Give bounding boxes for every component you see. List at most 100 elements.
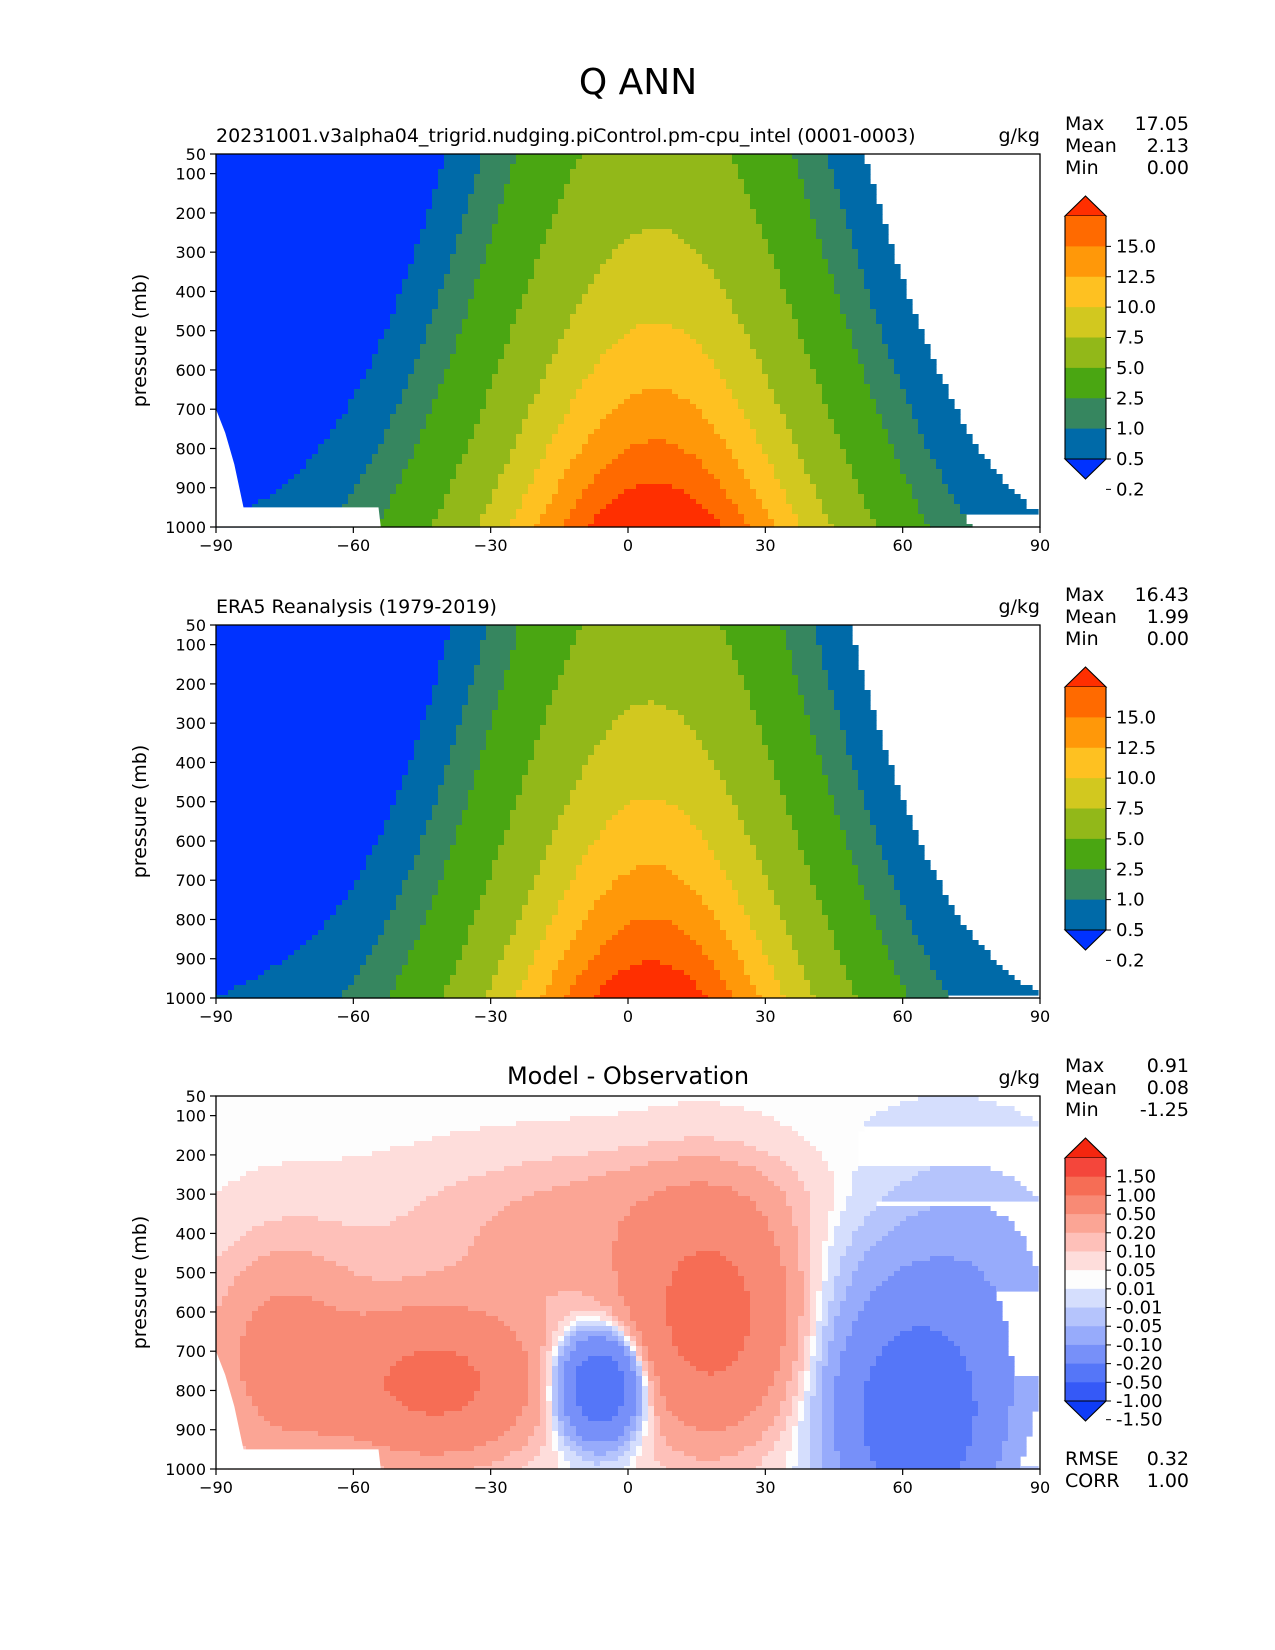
colorbar-label: 0.2	[1116, 479, 1145, 500]
y-tick-label: 600	[175, 361, 206, 380]
stat-value: 0.32	[1147, 1448, 1189, 1470]
colorbar-label: 15.0	[1116, 236, 1156, 257]
y-tick-label: 200	[175, 204, 206, 223]
y-tick-label: 50	[186, 145, 206, 164]
colorbar-label: 0.05	[1116, 1260, 1156, 1281]
panel-title: Model - Observation	[507, 1062, 749, 1090]
y-tick-label: 800	[175, 910, 206, 929]
x-tick-label: −60	[336, 1478, 370, 1497]
colorbar-label: 5.0	[1116, 358, 1145, 379]
panel-title: ERA5 Reanalysis (1979-2019)	[216, 596, 497, 618]
y-tick-label: 700	[175, 871, 206, 890]
y-tick-label: 500	[175, 1264, 206, 1283]
x-tick-label: 30	[755, 536, 775, 555]
surface-mask	[216, 409, 381, 527]
x-tick-label: 0	[623, 1007, 633, 1026]
x-tick-label: −30	[474, 1007, 508, 1026]
y-tick-label: 800	[175, 1381, 206, 1400]
x-tick-label: −90	[199, 1007, 233, 1026]
colorbar-label: 0.2	[1116, 950, 1145, 971]
y-tick-label: 200	[175, 675, 206, 694]
x-tick-label: 30	[755, 1007, 775, 1026]
y-tick-label: 100	[175, 165, 206, 184]
y-tick-label: 400	[175, 1224, 206, 1243]
x-tick-label: −60	[336, 1007, 370, 1026]
contour-field	[216, 154, 1039, 528]
stat-label: Min	[1065, 628, 1099, 650]
y-tick-label: 50	[186, 616, 206, 635]
colorbar-label: 0.10	[1116, 1241, 1156, 1262]
x-tick-label: 30	[755, 1478, 775, 1497]
y-tick-label: 600	[175, 1303, 206, 1322]
colorbar-label: 0.5	[1116, 449, 1145, 470]
x-tick-label: 90	[1030, 1478, 1050, 1497]
y-tick-label: 100	[175, 636, 206, 655]
stat-label: Max	[1065, 584, 1104, 606]
x-tick-label: −30	[474, 536, 508, 555]
colorbar-label: -0.01	[1116, 1298, 1163, 1319]
colorbar-label: 12.5	[1116, 738, 1156, 759]
colorbar-label: -1.50	[1116, 1410, 1163, 1431]
surface-mask	[216, 1351, 381, 1469]
panel-title: 20231001.v3alpha04_trigrid.nudging.piCon…	[216, 125, 916, 147]
stat-label: Mean	[1065, 606, 1117, 628]
y-tick-label: 1000	[165, 1460, 206, 1479]
y-tick-label: 500	[175, 793, 206, 812]
y-tick-label: 700	[175, 400, 206, 419]
y-axis-label: pressure (mb)	[129, 274, 151, 408]
stat-value: -1.25	[1140, 1099, 1189, 1121]
x-tick-label: −90	[199, 1478, 233, 1497]
x-tick-label: 90	[1030, 536, 1050, 555]
colorbar-label: 0.5	[1116, 920, 1145, 941]
stat-value: 0.00	[1147, 628, 1189, 650]
y-axis-label: pressure (mb)	[129, 745, 151, 879]
colorbar-label: 7.5	[1116, 328, 1145, 349]
colorbar-label: 2.5	[1116, 388, 1145, 409]
colorbar: 15.0 12.5 10.0 7.5 5.0 2.5 1.0 0.5 0.2	[1063, 195, 1156, 500]
panel-units: g/kg	[998, 125, 1040, 147]
stat-value: 0.91	[1147, 1055, 1189, 1077]
colorbar-label: 10.0	[1116, 768, 1156, 789]
y-tick-label: 500	[175, 322, 206, 341]
x-tick-label: 0	[623, 1478, 633, 1497]
colorbar-label: 5.0	[1116, 829, 1145, 850]
colorbar-label: -0.05	[1116, 1316, 1163, 1337]
colorbar-label: 15.0	[1116, 707, 1156, 728]
stat-label: Max	[1065, 1055, 1104, 1077]
stat-label: Max	[1065, 113, 1104, 135]
y-tick-label: 700	[175, 1342, 206, 1361]
stat-label: Min	[1065, 157, 1099, 179]
y-tick-label: 1000	[165, 989, 206, 1008]
y-tick-label: 900	[175, 950, 206, 969]
x-tick-label: 90	[1030, 1007, 1050, 1026]
colorbar-label: 10.0	[1116, 297, 1156, 318]
colorbar-label: 12.5	[1116, 267, 1156, 288]
colorbar: 15.0 12.5 10.0 7.5 5.0 2.5 1.0 0.5 0.2	[1063, 666, 1156, 971]
stat-label: CORR	[1065, 1470, 1120, 1492]
colorbar-label: -1.00	[1116, 1391, 1163, 1412]
y-tick-label: 400	[175, 753, 206, 772]
x-tick-label: 60	[892, 1007, 912, 1026]
y-tick-label: 50	[186, 1087, 206, 1106]
x-tick-label: −30	[474, 1478, 508, 1497]
stat-value: 0.08	[1147, 1077, 1189, 1099]
colorbar-label: -0.50	[1116, 1372, 1163, 1393]
x-tick-label: 0	[623, 536, 633, 555]
y-tick-label: 300	[175, 714, 206, 733]
colorbar: 1.501.000.500.200.100.050.01-0.01-0.05-0…	[1063, 1137, 1163, 1431]
figure-title: Q ANN	[579, 62, 697, 103]
y-tick-label: 300	[175, 243, 206, 262]
panel-units: g/kg	[998, 1067, 1040, 1089]
y-tick-label: 400	[175, 282, 206, 301]
stat-value: 16.43	[1135, 584, 1189, 606]
colorbar-label: 0.20	[1116, 1223, 1156, 1244]
colorbar-label: 0.01	[1116, 1279, 1156, 1300]
panel-units: g/kg	[998, 596, 1040, 618]
y-tick-label: 600	[175, 832, 206, 851]
colorbar-label: -0.10	[1116, 1335, 1163, 1356]
contour-field	[216, 1096, 1039, 1470]
stat-label: Mean	[1065, 1077, 1117, 1099]
stat-label: RMSE	[1065, 1448, 1119, 1470]
